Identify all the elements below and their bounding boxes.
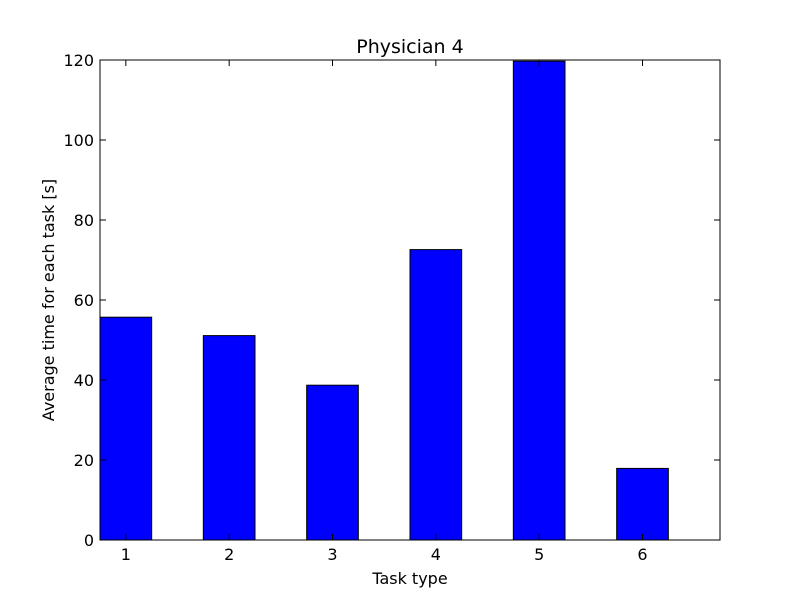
bar-2 <box>202 335 256 541</box>
y-tick-label: 0 <box>84 531 94 550</box>
y-axis-label: Average time for each task [s] <box>39 179 58 421</box>
ticks-group: 0 20 40 60 80 100 120 1 2 3 4 5 6 <box>63 51 720 564</box>
x-tick-label: 1 <box>121 545 131 564</box>
y-tick-label: 60 <box>74 291 94 310</box>
x-tick-label: 6 <box>637 545 647 564</box>
y-tick-label: 40 <box>74 371 94 390</box>
plot-frame <box>99 59 721 541</box>
chart-title: Physician 4 <box>356 36 463 58</box>
y-tick-label: 80 <box>74 211 94 230</box>
x-tick-label: 3 <box>327 545 337 564</box>
x-axis-label: Task type <box>371 569 447 588</box>
bar-6 <box>616 467 669 541</box>
bar-5 <box>512 60 566 541</box>
bar-4 <box>409 249 463 541</box>
bar-1 <box>99 316 153 541</box>
bars-group <box>99 60 669 541</box>
x-tick-label: 4 <box>431 545 441 564</box>
y-tick-label: 20 <box>74 451 94 470</box>
x-tick-label: 2 <box>224 545 234 564</box>
y-tick-label: 120 <box>63 51 94 70</box>
bar-3 <box>306 384 359 541</box>
x-tick-label: 5 <box>534 545 544 564</box>
y-tick-label: 100 <box>63 131 94 150</box>
